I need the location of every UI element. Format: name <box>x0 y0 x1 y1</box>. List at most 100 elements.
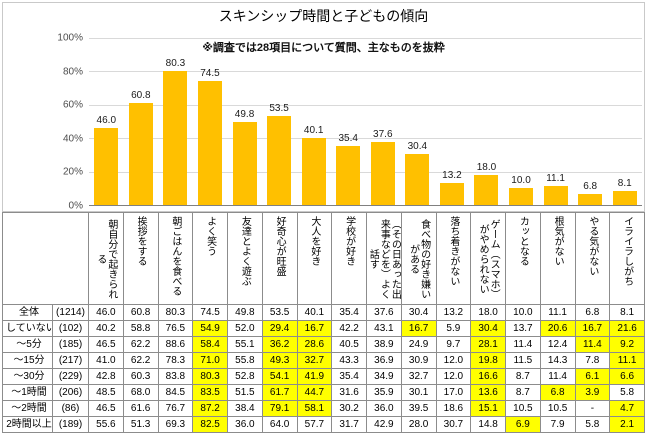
value-cell: 54.1 <box>261 368 298 385</box>
value-cell: 6.9 <box>505 416 541 433</box>
value-cell: 41.0 <box>88 352 124 369</box>
category-label: 根気がない <box>552 216 564 266</box>
row-count: (189) <box>52 416 89 433</box>
bar-value-label: 10.0 <box>511 175 531 187</box>
value-cell: 36.0 <box>366 400 402 417</box>
category-header-cell: 友達とよく遊ぶ <box>227 212 263 305</box>
value-cell: 11.4 <box>539 368 576 385</box>
value-cell: 60.3 <box>122 368 159 385</box>
table-row: していない (102) 40.2 58.8 76.5 54.9 52.0 29.4 16.7 42… <box>2 320 645 337</box>
value-cell: 39.5 <box>400 400 437 417</box>
bar-column: 8.1 <box>607 38 642 205</box>
category-header-cell: イライラしがち <box>609 212 645 305</box>
value-cell: 40.2 <box>88 320 124 337</box>
value-cell: 31.6 <box>331 384 367 401</box>
value-cell: 55.1 <box>227 336 263 353</box>
value-cell: 30.2 <box>331 400 367 417</box>
bar-column: 40.1 <box>296 38 331 205</box>
value-cell: 11.1 <box>539 304 576 321</box>
bar <box>267 115 292 205</box>
table-row: ～15分 (217) 41.0 62.2 78.3 71.0 55.8 49.3 32.7 43.… <box>2 352 645 369</box>
bar-column: 74.5 <box>193 38 228 205</box>
bar-value-label: 60.8 <box>131 90 151 102</box>
value-cell: 30.4 <box>470 320 506 337</box>
value-cell: 62.2 <box>122 352 159 369</box>
value-cell: 83.5 <box>192 384 228 401</box>
bar-column: 35.4 <box>331 38 366 205</box>
row-count: (206) <box>52 384 89 401</box>
row-label: ～5分 <box>2 336 53 353</box>
value-cell: 10.0 <box>505 304 541 321</box>
value-cell: 69.3 <box>157 416 194 433</box>
value-cell: 60.8 <box>122 304 159 321</box>
bar-value-label: 35.4 <box>338 132 358 144</box>
value-cell: 32.7 <box>400 368 437 385</box>
value-cell: 55.6 <box>88 416 124 433</box>
bar <box>197 80 222 205</box>
value-cell: 53.5 <box>261 304 298 321</box>
value-cell: 11.4 <box>574 336 611 353</box>
value-cell: 88.6 <box>157 336 194 353</box>
value-cell: 6.8 <box>574 304 611 321</box>
value-cell: 8.7 <box>505 384 541 401</box>
table-row: ～2時間 (86) 46.5 61.6 76.7 87.2 38.4 79.1 58.1 30.2… <box>2 400 645 417</box>
category-header-cell: 朝ごはんを食べる <box>157 212 194 305</box>
value-cell: 28.1 <box>470 336 506 353</box>
row-count: (229) <box>52 368 89 385</box>
value-cell: 61.7 <box>261 384 298 401</box>
value-cell: 64.0 <box>261 416 298 433</box>
value-cell: 46.5 <box>88 336 124 353</box>
value-cell: 11.5 <box>505 352 541 369</box>
bar-value-label: 18.0 <box>476 161 497 173</box>
value-cell: 2.1 <box>609 416 645 433</box>
value-cell: 38.4 <box>227 400 263 417</box>
value-cell: 15.1 <box>470 400 506 417</box>
value-cell: 21.6 <box>609 320 645 337</box>
value-cell: 80.3 <box>157 304 194 321</box>
corner-cell <box>2 212 89 305</box>
table-row: 全体 (1214) 46.0 60.8 80.3 74.5 49.8 53.5 40.1 35.4… <box>2 304 645 321</box>
value-cell: 42.9 <box>366 416 402 433</box>
y-tick-label: 40% <box>62 133 83 145</box>
value-cell: 40.1 <box>296 304 333 321</box>
value-cell: 8.7 <box>505 368 541 385</box>
value-cell: 52.0 <box>227 320 263 337</box>
bar-column: 10.0 <box>504 38 539 205</box>
value-cell: 14.8 <box>470 416 506 433</box>
value-cell: 9.2 <box>609 336 645 353</box>
value-cell: 35.4 <box>331 304 367 321</box>
value-cell: 51.5 <box>227 384 263 401</box>
gridline <box>89 104 642 106</box>
bar-column: 18.0 <box>469 38 504 205</box>
value-cell: 38.9 <box>366 336 402 353</box>
value-cell: 10.5 <box>505 400 541 417</box>
category-header-cell: 大人を好き <box>296 212 333 305</box>
value-cell: 18.6 <box>435 400 472 417</box>
value-cell: 41.9 <box>296 368 333 385</box>
value-cell: 82.5 <box>192 416 228 433</box>
table-row: ～5分 (185) 46.5 62.2 88.6 58.4 55.1 36.2 28.6 40.5… <box>2 336 645 353</box>
value-cell: 51.3 <box>122 416 159 433</box>
bar-column: 53.5 <box>262 38 297 205</box>
value-cell: 24.9 <box>400 336 437 353</box>
category-header-cell: よく笑う <box>192 212 228 305</box>
table-row: ～1時間 (206) 48.5 68.0 84.5 83.5 51.5 61.7 44.7 31.… <box>2 384 645 401</box>
value-cell: 5.8 <box>574 416 611 433</box>
bar <box>509 188 534 205</box>
value-cell: 76.7 <box>157 400 194 417</box>
value-cell: 46.0 <box>88 304 124 321</box>
bar-column: 80.3 <box>158 38 193 205</box>
value-cell: - <box>574 400 611 417</box>
table-row: ～30分 (229) 42.8 60.3 83.8 80.3 52.8 54.1 41.9 35.… <box>2 368 645 385</box>
value-cell: 62.2 <box>122 336 159 353</box>
value-cell: 42.2 <box>331 320 367 337</box>
value-cell: 7.9 <box>539 416 576 433</box>
value-cell: 46.5 <box>88 400 124 417</box>
bar-column: 30.4 <box>400 38 435 205</box>
row-count: (102) <box>52 320 89 337</box>
value-cell: 6.1 <box>574 368 611 385</box>
bar <box>94 128 119 205</box>
value-cell: 52.8 <box>227 368 263 385</box>
plot-row: 100% 80% 60% 40% 20% 0% 46.0 60.8 80.3 74.5 49.8 5… <box>3 33 644 212</box>
category-label: 朝ごはんを食べる <box>169 216 181 296</box>
